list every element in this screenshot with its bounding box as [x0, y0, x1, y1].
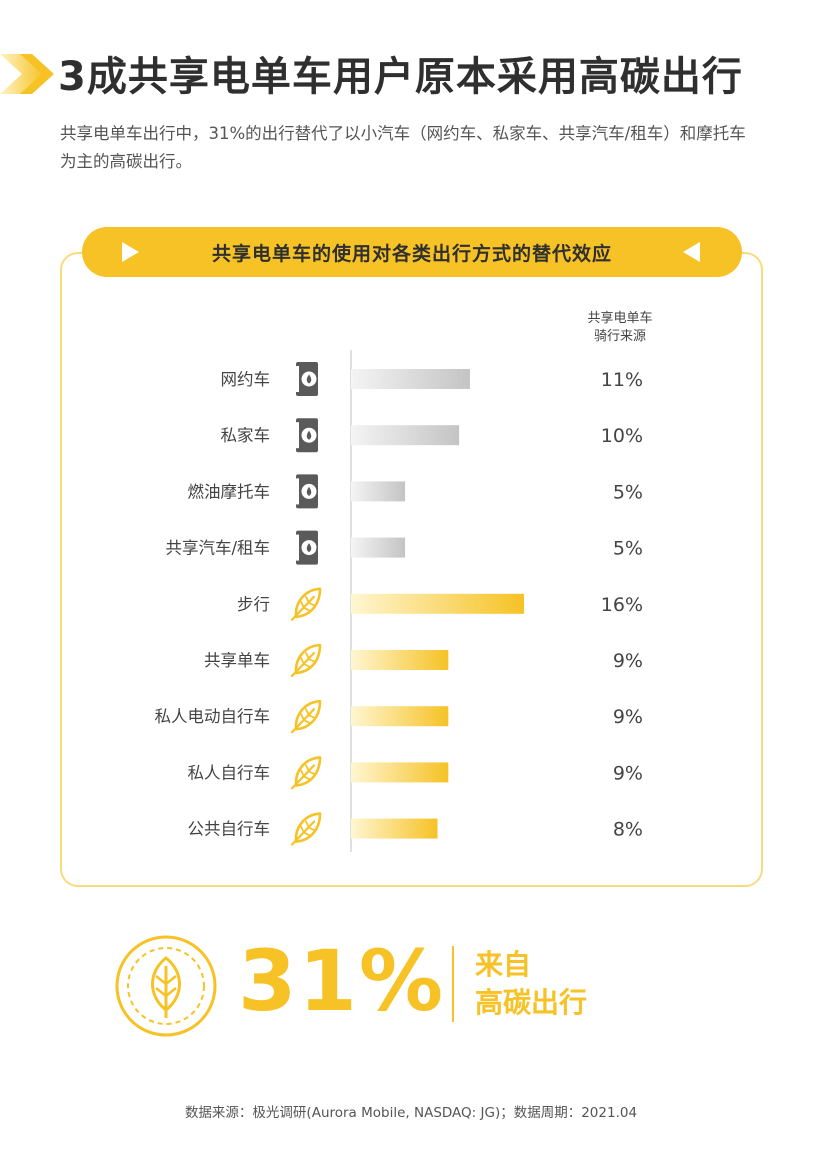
leaf-badge-icon: [115, 935, 217, 1037]
category-label: 步行: [237, 595, 270, 614]
value-column-header: 共享电单车 骑行来源: [570, 310, 670, 346]
bar: [351, 593, 524, 614]
page-subtitle: 共享电单车出行中，31%的出行替代了以小汽车（网约车、私家车、共享汽车/租车）和…: [60, 124, 746, 171]
value-label: 16%: [601, 594, 643, 616]
value-label: 8%: [613, 819, 643, 841]
category-label: 私人电动自行车: [155, 707, 271, 726]
bar: [351, 762, 449, 783]
value-label: 9%: [613, 706, 643, 728]
bar-chart: 网约车 11% 私家车 10% 燃油摩托车 5% 共享汽车/租车 5% 步行 16% 共享单车 9% 私…: [155, 350, 643, 852]
reverse-triangle-icon: [683, 242, 700, 262]
value-column-header-line1: 共享电单车: [587, 311, 653, 326]
leaf-icon: [290, 643, 322, 678]
category-label: 网约车: [221, 370, 271, 389]
chart-title: 共享电单车的使用对各类出行方式的替代效应: [211, 243, 612, 265]
leaf-icon: [290, 812, 322, 846]
value-label: 10%: [601, 425, 643, 447]
leaf-icon: [290, 587, 322, 621]
leaf-icon: [290, 699, 322, 734]
category-label: 共享单车: [204, 651, 270, 670]
value-label: 9%: [613, 650, 643, 672]
summary-label-line1: 来自: [475, 948, 532, 981]
data-source-note: 数据来源：极光调研(Aurora Mobile, NASDAQ: JG)；数据周…: [184, 1105, 638, 1121]
category-label: 私人自行车: [188, 763, 271, 782]
value-column-header-line2: 骑行来源: [593, 329, 646, 344]
summary-divider: [452, 946, 454, 1022]
bar: [351, 818, 438, 839]
summary-value: 31%: [238, 932, 446, 1030]
category-label: 燃油摩托车: [188, 482, 271, 501]
fuel-can-icon: [296, 418, 318, 453]
category-label: 共享汽车/租车: [165, 539, 270, 558]
fuel-can-icon: [296, 474, 318, 509]
chart-title-banner: 共享电单车的使用对各类出行方式的替代效应: [82, 227, 742, 277]
bar: [351, 537, 406, 558]
fuel-can-icon: [296, 530, 318, 565]
page-title: 3成共享电单车用户原本采用高碳出行: [58, 54, 743, 100]
chevron-arrow-icon: [0, 54, 54, 94]
category-label: 公共自行车: [188, 820, 271, 839]
bar: [351, 369, 470, 389]
bar: [351, 706, 449, 727]
value-label: 5%: [613, 538, 643, 560]
bar: [351, 425, 460, 446]
summary-label-line2: 高碳出行: [475, 986, 588, 1019]
fuel-can-icon: [296, 362, 318, 396]
value-label: 5%: [613, 481, 643, 503]
summary-label: 来自 高碳出行: [475, 946, 587, 1022]
bar: [351, 481, 406, 502]
value-label: 9%: [613, 762, 643, 784]
leaf-icon: [290, 756, 322, 790]
value-label: 11%: [601, 369, 643, 391]
bar: [351, 650, 449, 670]
play-triangle-icon: [122, 242, 139, 262]
category-label: 私家车: [221, 426, 271, 445]
